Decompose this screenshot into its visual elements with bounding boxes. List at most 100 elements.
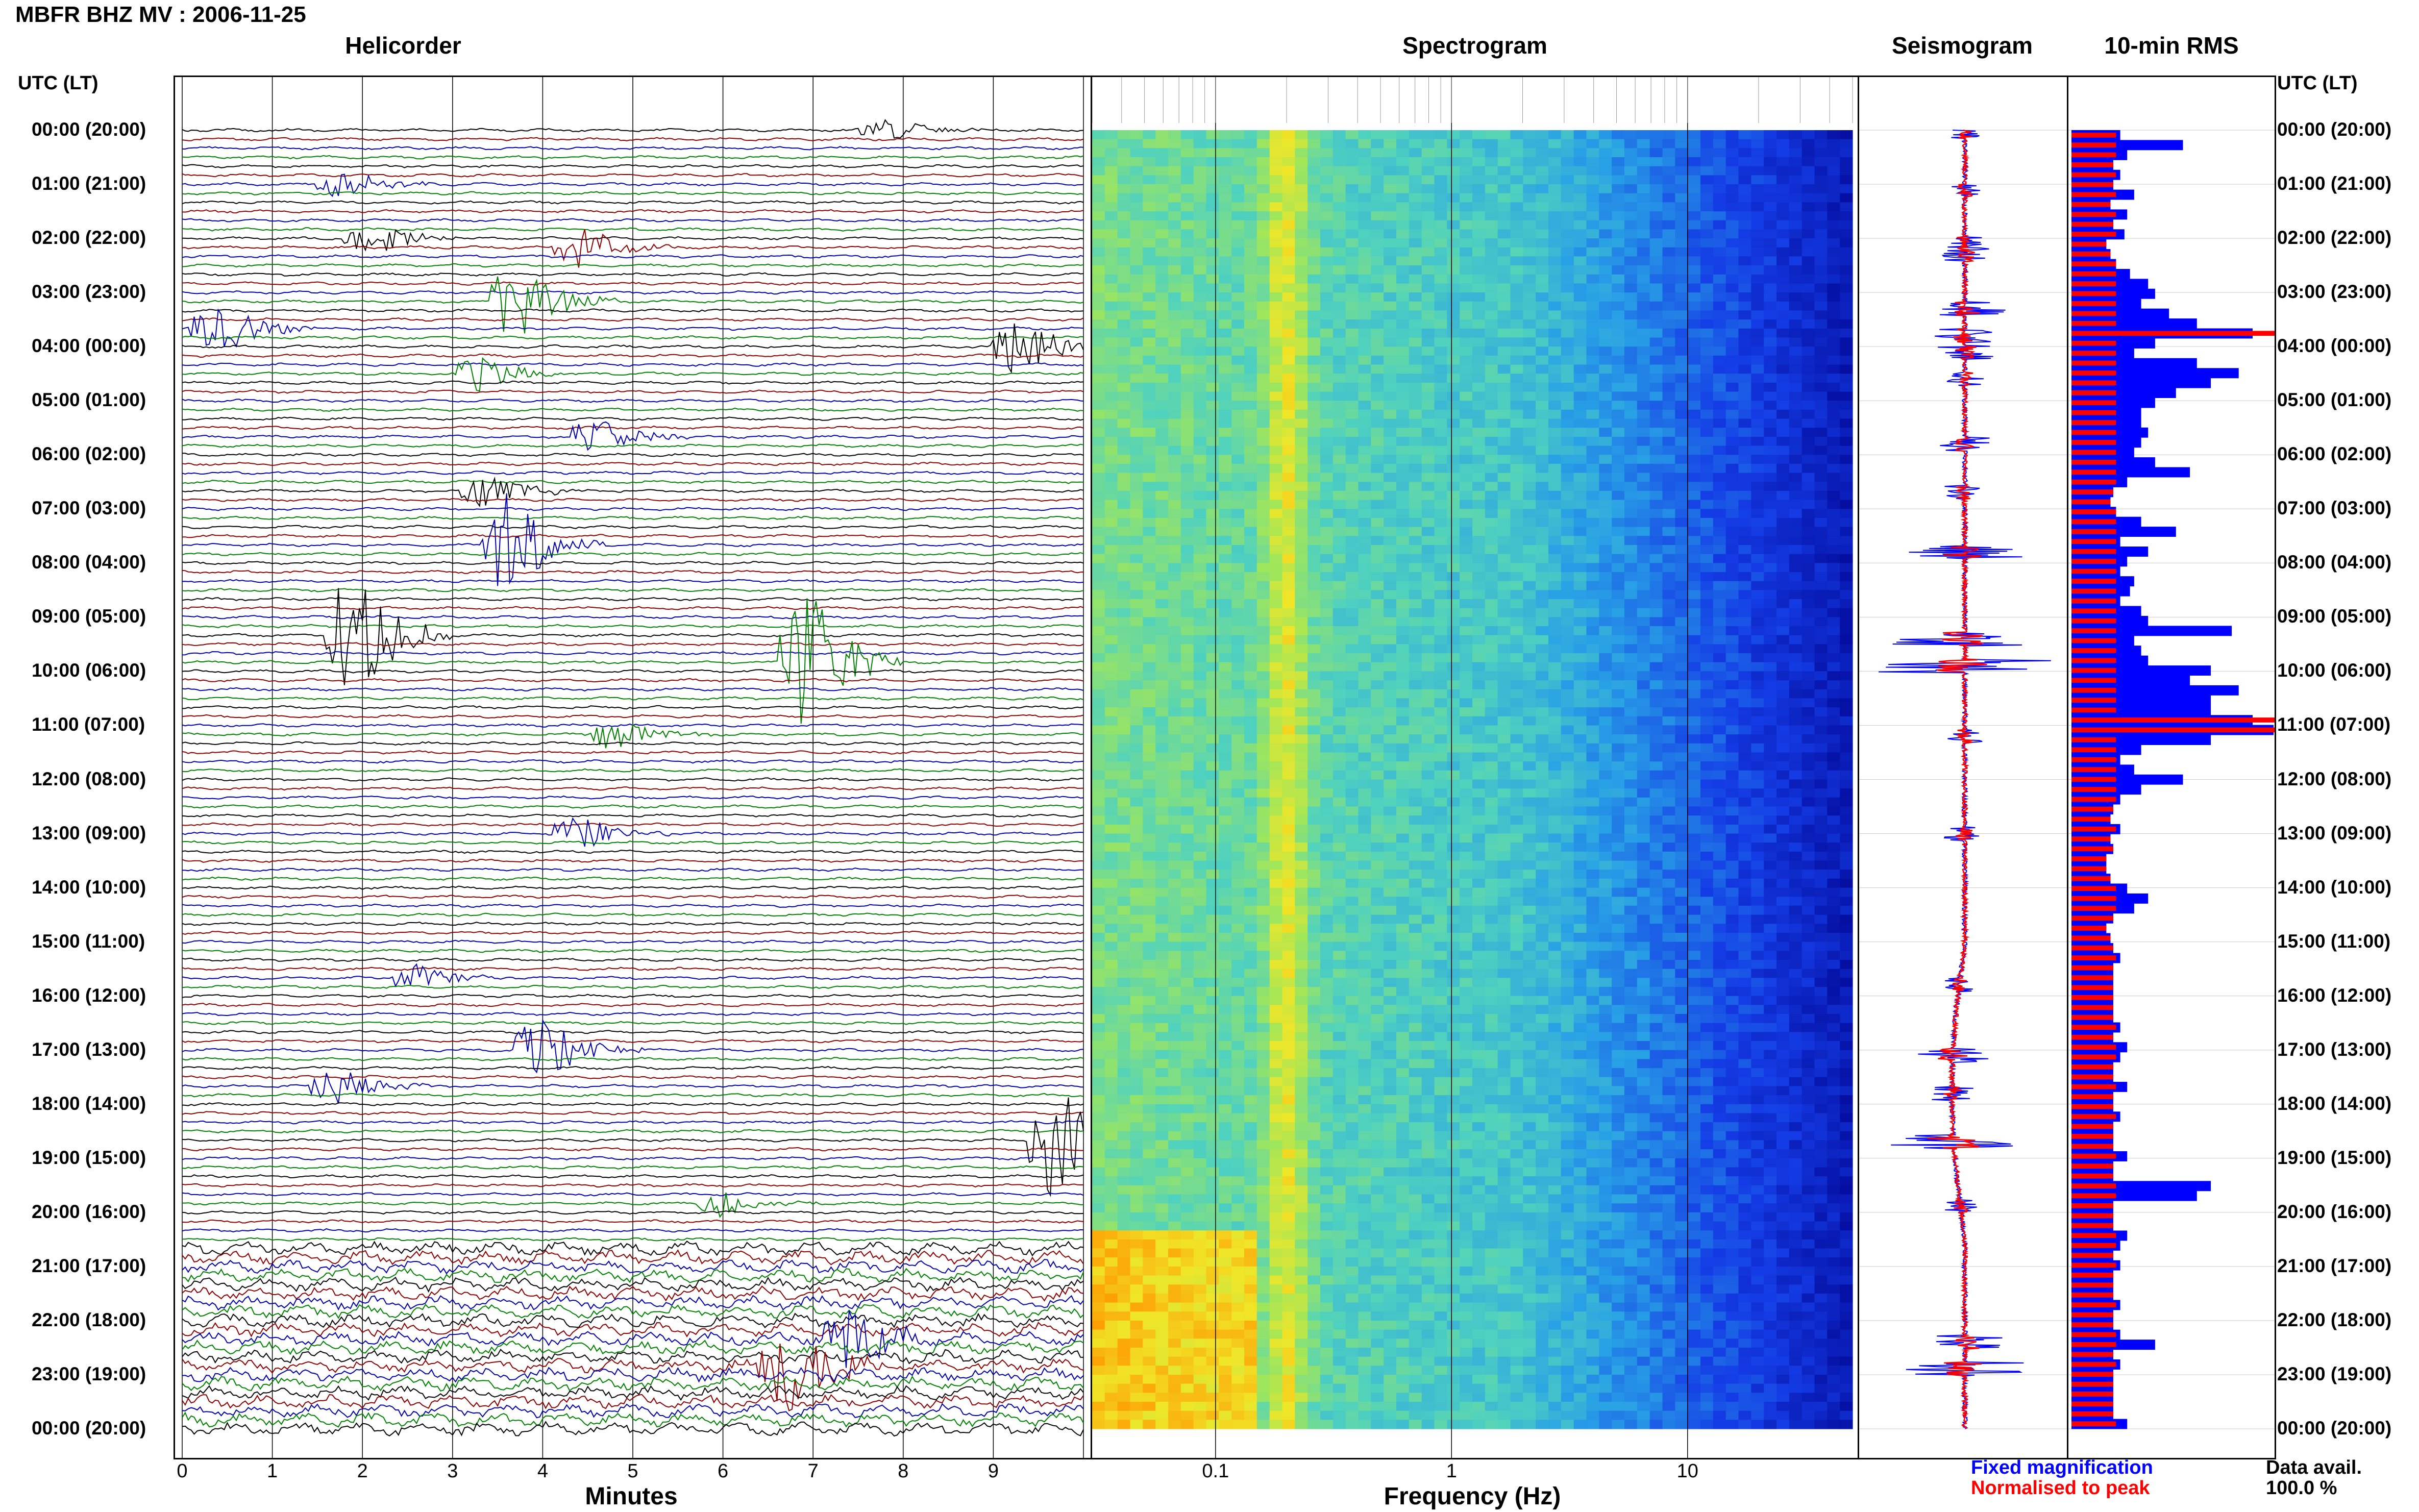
- spectrogram-cell: [1599, 274, 1612, 284]
- spectrogram-cell: [1421, 761, 1435, 771]
- spectrogram-cell: [1409, 490, 1422, 501]
- spectrogram-cell: [1586, 788, 1599, 798]
- spectrogram-cell: [1649, 355, 1663, 365]
- spectrogram-cell: [1409, 346, 1422, 356]
- spectrogram-cell: [1358, 734, 1371, 744]
- spectrogram-cell: [1789, 554, 1803, 563]
- spectrogram-cell: [1510, 581, 1523, 590]
- spectrogram-cell: [1447, 824, 1460, 834]
- spectrogram-cell: [1143, 716, 1156, 726]
- spectrogram-cell: [1751, 455, 1764, 464]
- spectrogram-cell: [1180, 509, 1194, 518]
- spectrogram-cell: [1713, 716, 1726, 726]
- spectrogram-cell: [1409, 229, 1422, 239]
- spectrogram-cell: [1282, 310, 1295, 320]
- spectrogram-cell: [1840, 680, 1853, 690]
- spectrogram-cell: [1117, 680, 1131, 690]
- spectrogram-cell: [1548, 428, 1562, 437]
- spectrogram-cell: [1586, 346, 1599, 356]
- spectrogram-cell: [1384, 617, 1397, 627]
- spectrogram-cell: [1840, 374, 1853, 383]
- spectrogram-cell: [1421, 463, 1435, 474]
- spectrogram-cell: [1168, 761, 1181, 771]
- spectrogram-cell: [1523, 599, 1536, 609]
- spectrogram-cell: [1688, 482, 1701, 491]
- spectrogram-cell: [1827, 635, 1840, 645]
- spectrogram-cell: [1510, 445, 1523, 455]
- spectrogram-cell: [1447, 283, 1460, 293]
- spectrogram-cell: [1624, 824, 1638, 834]
- spectrogram-cell: [1143, 842, 1156, 852]
- spectrogram-cell: [1814, 229, 1828, 239]
- spectrogram-cell: [1332, 770, 1346, 780]
- spectrogram-cell: [1358, 382, 1371, 392]
- spectrogram-cell: [1561, 166, 1574, 176]
- spectrogram-cell: [1573, 157, 1587, 167]
- spectrogram-cell: [1219, 328, 1232, 338]
- spectrogram-cell: [1725, 401, 1739, 410]
- spectrogram-cell: [1497, 833, 1511, 843]
- spectrogram-cell: [1092, 184, 1105, 194]
- spectrogram-cell: [1713, 202, 1726, 212]
- spectrogram-cell: [1548, 653, 1562, 663]
- spectrogram-cell: [1612, 247, 1625, 257]
- spectrogram-cell: [1358, 202, 1371, 212]
- helicorder-trace: [182, 840, 1083, 845]
- spectrogram-cell: [1649, 707, 1663, 717]
- spectrogram-cell: [1256, 148, 1270, 158]
- spectrogram-cell: [1307, 355, 1321, 365]
- spectrogram-cell: [1840, 716, 1853, 726]
- spectrogram-cell: [1409, 355, 1422, 365]
- spectrogram-cell: [1789, 617, 1803, 627]
- spectrogram-cell: [1599, 662, 1612, 672]
- spectrogram-cell: [1472, 274, 1486, 284]
- spectrogram-cell: [1460, 680, 1473, 690]
- spectrogram-cell: [1840, 148, 1853, 158]
- helicorder-trace: [182, 1219, 1084, 1224]
- helicorder-trace: [182, 335, 1084, 340]
- spectrogram-cell: [1725, 716, 1739, 726]
- spectrogram-cell: [1485, 680, 1498, 690]
- spectrogram-cell: [1396, 824, 1410, 834]
- spectrogram-cell: [1396, 391, 1410, 401]
- spectrogram-cell: [1396, 418, 1410, 428]
- spectrogram-cell: [1104, 229, 1118, 239]
- spectrogram-cell: [1092, 490, 1105, 501]
- spectrogram-cell: [1180, 527, 1194, 536]
- spectrogram-cell: [1396, 463, 1410, 474]
- spectrogram-cell: [1193, 590, 1207, 600]
- spectrogram-cell: [1269, 734, 1283, 744]
- spectrogram-cell: [1155, 202, 1169, 212]
- spectrogram-cell: [1193, 842, 1207, 852]
- spectrogram-cell: [1497, 436, 1511, 447]
- spectrogram-cell: [1586, 599, 1599, 609]
- spectrogram-cell: [1193, 554, 1207, 563]
- spectrogram-cell: [1180, 725, 1194, 735]
- spectrogram-cell: [1206, 527, 1219, 536]
- spectrogram-cell: [1219, 292, 1232, 302]
- helicorder-trace: [182, 1156, 1084, 1161]
- spectrogram-cell: [1637, 220, 1650, 230]
- spectrogram-cell: [1599, 337, 1612, 347]
- spectrogram-cell: [1384, 833, 1397, 843]
- spectrogram-cell: [1713, 671, 1726, 681]
- spectrogram-cell: [1548, 815, 1562, 825]
- spectrogram-cell: [1193, 608, 1207, 617]
- spectrogram-cell: [1688, 725, 1701, 735]
- spectrogram-cell: [1713, 608, 1726, 617]
- spectrogram-cell: [1472, 761, 1486, 771]
- spectrogram-cell: [1345, 310, 1359, 320]
- spectrogram-cell: [1586, 608, 1599, 617]
- spectrogram-cell: [1269, 355, 1283, 365]
- spectrogram-cell: [1307, 274, 1321, 284]
- spectrogram-cell: [1155, 500, 1169, 509]
- spectrogram-cell: [1256, 283, 1270, 293]
- spectrogram-cell: [1384, 599, 1397, 609]
- spectrogram-cell: [1612, 716, 1625, 726]
- spectrogram-cell: [1104, 265, 1118, 275]
- helicorder-panel: [174, 76, 1092, 1459]
- spectrogram-cell: [1384, 382, 1397, 392]
- spectrogram-cell: [1485, 527, 1498, 536]
- spectrogram-cell: [1168, 355, 1181, 365]
- spectrogram-cell: [1510, 283, 1523, 293]
